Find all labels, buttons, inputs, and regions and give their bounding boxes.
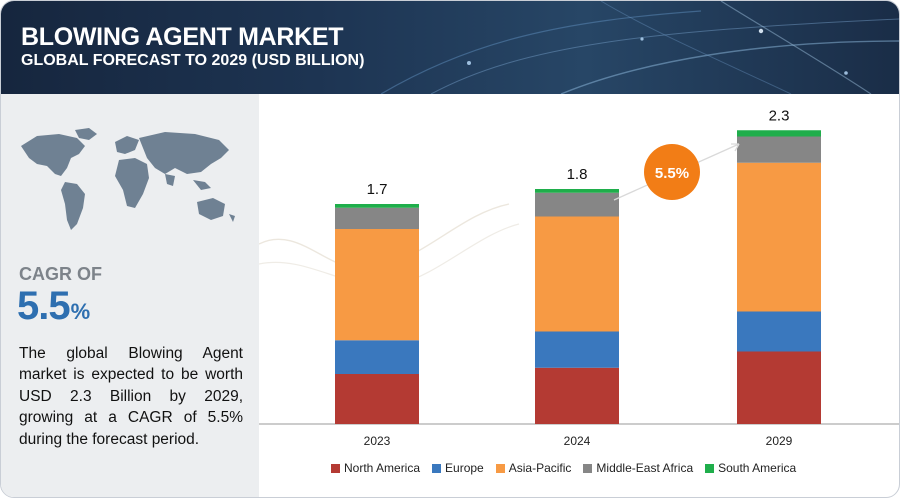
header-light-streaks	[380, 1, 899, 94]
bar-segment-middle-east-africa-2024	[535, 192, 619, 217]
chart-legend: North America Europe Asia-Pacific Middle-Ea…	[331, 461, 808, 475]
legend-swatch	[495, 463, 505, 473]
stacked-bar-chart: 1.7 2023 1.8 2024 2.3 2029 5.5%	[259, 107, 899, 448]
bar-segment-europe-2024	[535, 331, 619, 368]
page-title: BLOWING AGENT MARKET	[21, 23, 344, 51]
cagr-label: CAGR OF	[19, 264, 102, 284]
x-tick-label: 2024	[564, 434, 591, 448]
header-banner: BLOWING AGENT MARKET GLOBAL FORECAST TO …	[1, 1, 899, 94]
legend-item: Asia-Pacific	[495, 461, 572, 475]
bar-segment-north-america-2024	[535, 367, 619, 424]
cagr-percent-sign: %	[70, 299, 91, 324]
bar-total-label: 1.8	[567, 166, 588, 183]
legend-item: South America	[705, 461, 796, 475]
cagr-value: 5.5%	[17, 284, 91, 329]
legend-item: North America	[331, 461, 420, 475]
market-description: The global Blowing Agent market is expec…	[19, 345, 243, 448]
legend-label: South America	[718, 461, 797, 475]
legend-label: Middle-East Africa	[596, 461, 694, 475]
bar-total-label: 2.3	[769, 107, 790, 124]
legend-swatch	[432, 463, 442, 473]
x-tick-label: 2029	[766, 434, 793, 448]
cagr-badge-label: 5.5%	[655, 165, 689, 182]
bar-total-label: 1.7	[367, 181, 388, 198]
legend-item: Europe	[432, 461, 484, 475]
cagr-number: 5.5	[17, 284, 71, 328]
bar-segment-middle-east-africa-2029	[737, 136, 821, 163]
bar-segment-south-america-2024	[535, 189, 619, 193]
bar-segment-europe-2023	[335, 340, 419, 374]
bar-segment-north-america-2023	[335, 374, 419, 424]
x-tick-label: 2023	[364, 434, 391, 448]
summary-panel: CAGR OF 5.5% The global Blowing Agent ma…	[1, 94, 259, 497]
bar-segment-asia-pacific-2023	[335, 229, 419, 341]
bar-segment-north-america-2029	[737, 351, 821, 424]
legend-item: Middle-East Africa	[583, 461, 693, 475]
bar-segment-asia-pacific-2024	[535, 216, 619, 332]
legend-label: Europe	[445, 461, 484, 475]
world-map-icon	[21, 128, 235, 230]
bar-segment-asia-pacific-2029	[737, 162, 821, 312]
legend-swatch	[331, 463, 340, 473]
bar-segment-middle-east-africa-2023	[335, 207, 419, 229]
cagr-badge	[644, 144, 700, 200]
legend-swatch	[705, 463, 715, 473]
legend-label: Asia-Pacific	[508, 461, 572, 475]
bar-segment-south-america-2023	[335, 204, 419, 208]
bar-segment-south-america-2029	[737, 130, 821, 137]
legend-label: North America	[344, 461, 421, 475]
growth-arrowhead	[731, 143, 740, 152]
legend-swatch	[583, 463, 593, 473]
bar-segment-europe-2029	[737, 311, 821, 352]
page-subtitle: GLOBAL FORECAST TO 2029 (USD BILLION)	[21, 52, 365, 69]
